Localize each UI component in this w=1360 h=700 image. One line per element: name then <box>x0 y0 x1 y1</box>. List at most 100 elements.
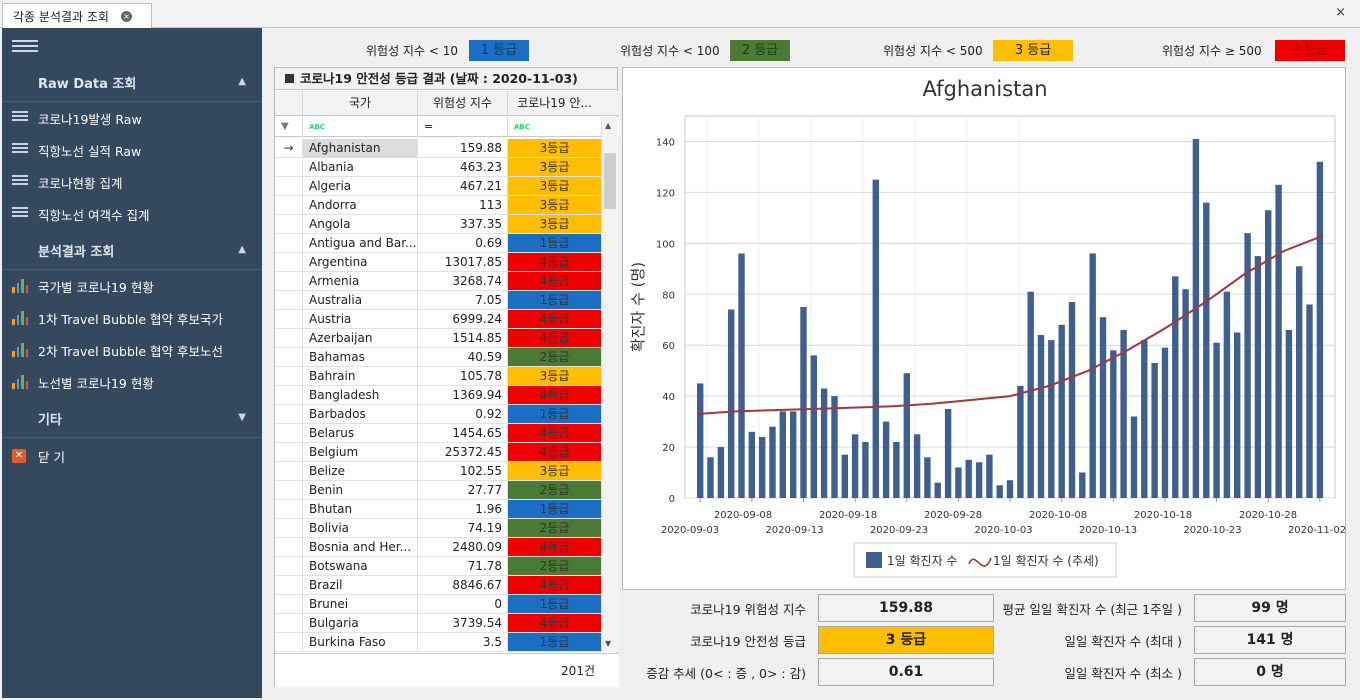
cell-grade[interactable]: 3등급 <box>507 215 601 233</box>
tab-close-icon[interactable]: × <box>120 10 132 22</box>
table-row[interactable]: Bolivia 74.19 2등급 <box>275 519 601 538</box>
cell-grade[interactable]: 4등급 <box>507 386 601 404</box>
cell-country[interactable]: Belarus <box>302 424 417 443</box>
cell-risk-index[interactable]: 6999.24 <box>417 310 507 329</box>
sidebar-item-raw-1[interactable]: 직항노선 실적 Raw <box>2 134 262 166</box>
cell-grade[interactable]: 4등급 <box>507 310 601 328</box>
scroll-thumb[interactable] <box>604 153 616 209</box>
cell-grade[interactable]: 4등급 <box>507 424 601 442</box>
cell-risk-index[interactable]: 463.23 <box>417 158 507 177</box>
cell-grade[interactable]: 3등급 <box>507 158 601 176</box>
cell-country[interactable]: Bolivia <box>302 519 417 538</box>
cell-risk-index[interactable]: 7.05 <box>417 291 507 310</box>
cell-risk-index[interactable]: 3268.74 <box>417 272 507 291</box>
cell-country[interactable]: Bosnia and Her... <box>302 538 417 557</box>
cell-grade[interactable]: 4등급 <box>507 538 601 556</box>
cell-grade[interactable]: 1등급 <box>507 234 601 252</box>
grid-scrollbar[interactable]: ▲ ▼ <box>601 117 618 652</box>
cell-grade[interactable]: 3등급 <box>507 367 601 385</box>
scroll-up-icon[interactable]: ▲ <box>605 121 612 130</box>
cell-country[interactable]: Argentina <box>302 253 417 272</box>
sidebar-item-raw-3[interactable]: 직항노선 여객수 집계 <box>2 198 262 230</box>
cell-country[interactable]: Belgium <box>302 443 417 462</box>
cell-country[interactable]: Albania <box>302 158 417 177</box>
cell-country[interactable]: Barbados <box>302 405 417 424</box>
sidebar-item-raw-2[interactable]: 코로나현황 집계 <box>2 166 262 198</box>
table-row[interactable]: Albania 463.23 3등급 <box>275 158 601 177</box>
column-header-country[interactable]: 국가 <box>302 91 417 116</box>
cell-risk-index[interactable]: 102.55 <box>417 462 507 481</box>
table-row[interactable]: Belarus 1454.65 4등급 <box>275 424 601 443</box>
cell-grade[interactable]: 3등급 <box>507 462 601 480</box>
table-row[interactable]: Bangladesh 1369.94 4등급 <box>275 386 601 405</box>
cell-grade[interactable]: 1등급 <box>507 405 601 423</box>
cell-grade[interactable]: 3등급 <box>507 196 601 214</box>
sidebar-item-close[interactable]: ✕ 닫 기 <box>2 440 262 472</box>
table-row[interactable]: Bulgaria 3739.54 4등급 <box>275 614 601 633</box>
cell-country[interactable]: Antigua and Bar... <box>302 234 417 253</box>
cell-risk-index[interactable]: 74.19 <box>417 519 507 538</box>
sidebar-section-analysis[interactable]: 분석결과 조회 ▲ <box>2 232 262 270</box>
table-row[interactable]: Bahrain 105.78 3등급 <box>275 367 601 386</box>
sidebar-item-analysis-0[interactable]: 국가별 코로나19 현황 <box>2 270 262 302</box>
table-row[interactable]: → Afghanistan 159.88 3등급 <box>275 139 601 158</box>
table-row[interactable]: Angola 337.35 3등급 <box>275 215 601 234</box>
sidebar-item-analysis-2[interactable]: 2차 Travel Bubble 협약 후보노선 <box>2 334 262 366</box>
tab-analysis-results[interactable]: 각종 분석결과 조회 × <box>2 3 152 28</box>
hamburger-menu-icon[interactable] <box>12 40 38 54</box>
sidebar-item-raw-0[interactable]: 코로나19발생 Raw <box>2 102 262 134</box>
cell-country[interactable]: Austria <box>302 310 417 329</box>
cell-risk-index[interactable]: 0.69 <box>417 234 507 253</box>
cell-risk-index[interactable]: 3.5 <box>417 633 507 652</box>
table-row[interactable]: Barbados 0.92 1등급 <box>275 405 601 424</box>
cell-country[interactable]: Australia <box>302 291 417 310</box>
table-row[interactable]: Australia 7.05 1등급 <box>275 291 601 310</box>
sidebar-section-raw-data[interactable]: Raw Data 조회 ▲ <box>2 64 262 102</box>
cell-risk-index[interactable]: 105.78 <box>417 367 507 386</box>
cell-risk-index[interactable]: 159.88 <box>417 139 507 158</box>
cell-grade[interactable]: 2등급 <box>507 557 601 575</box>
cell-country[interactable]: Afghanistan <box>302 139 417 158</box>
cell-country[interactable]: Benin <box>302 481 417 500</box>
sidebar-item-analysis-3[interactable]: 노선별 코로나19 현황 <box>2 366 262 398</box>
table-row[interactable]: Austria 6999.24 4등급 <box>275 310 601 329</box>
table-row[interactable]: Benin 27.77 2등급 <box>275 481 601 500</box>
filter-icon[interactable]: ▼ <box>281 121 289 132</box>
cell-risk-index[interactable]: 1369.94 <box>417 386 507 405</box>
filter-country[interactable]: ABC <box>302 117 417 137</box>
cell-grade[interactable]: 2등급 <box>507 481 601 499</box>
cell-country[interactable]: Andorra <box>302 196 417 215</box>
cell-grade[interactable]: 4등급 <box>507 329 601 347</box>
table-row[interactable]: Antigua and Bar... 0.69 1등급 <box>275 234 601 253</box>
column-header-risk-index[interactable]: 위험성 지수 <box>417 91 507 116</box>
cell-grade[interactable]: 3등급 <box>507 139 601 157</box>
cell-country[interactable]: Angola <box>302 215 417 234</box>
cell-risk-index[interactable]: 1.96 <box>417 500 507 519</box>
cell-grade[interactable]: 3등급 <box>507 177 601 195</box>
filter-risk-index[interactable]: = <box>417 117 507 137</box>
cell-risk-index[interactable]: 0.92 <box>417 405 507 424</box>
table-row[interactable]: Brazil 8846.67 4등급 <box>275 576 601 595</box>
table-row[interactable]: Argentina 13017.85 4등급 <box>275 253 601 272</box>
cell-grade[interactable]: 1등급 <box>507 291 601 309</box>
cell-country[interactable]: Bahamas <box>302 348 417 367</box>
table-row[interactable]: Bosnia and Her... 2480.09 4등급 <box>275 538 601 557</box>
cell-grade[interactable]: 2등급 <box>507 348 601 366</box>
cell-country[interactable]: Bhutan <box>302 500 417 519</box>
table-row[interactable]: Bahamas 40.59 2등급 <box>275 348 601 367</box>
cell-grade[interactable]: 4등급 <box>507 576 601 594</box>
scroll-down-icon[interactable]: ▼ <box>605 639 612 648</box>
cell-grade[interactable]: 4등급 <box>507 614 601 632</box>
cell-country[interactable]: Bahrain <box>302 367 417 386</box>
cell-country[interactable]: Azerbaijan <box>302 329 417 348</box>
table-row[interactable]: Botswana 71.78 2등급 <box>275 557 601 576</box>
cell-grade[interactable]: 4등급 <box>507 443 601 461</box>
table-row[interactable]: Belgium 25372.45 4등급 <box>275 443 601 462</box>
sidebar-section-etc[interactable]: 기타 ▼ <box>2 400 262 438</box>
cell-risk-index[interactable]: 13017.85 <box>417 253 507 272</box>
cell-grade[interactable]: 4등급 <box>507 253 601 271</box>
cell-risk-index[interactable]: 2480.09 <box>417 538 507 557</box>
cell-country[interactable]: Bangladesh <box>302 386 417 405</box>
cell-risk-index[interactable]: 467.21 <box>417 177 507 196</box>
cell-risk-index[interactable]: 27.77 <box>417 481 507 500</box>
